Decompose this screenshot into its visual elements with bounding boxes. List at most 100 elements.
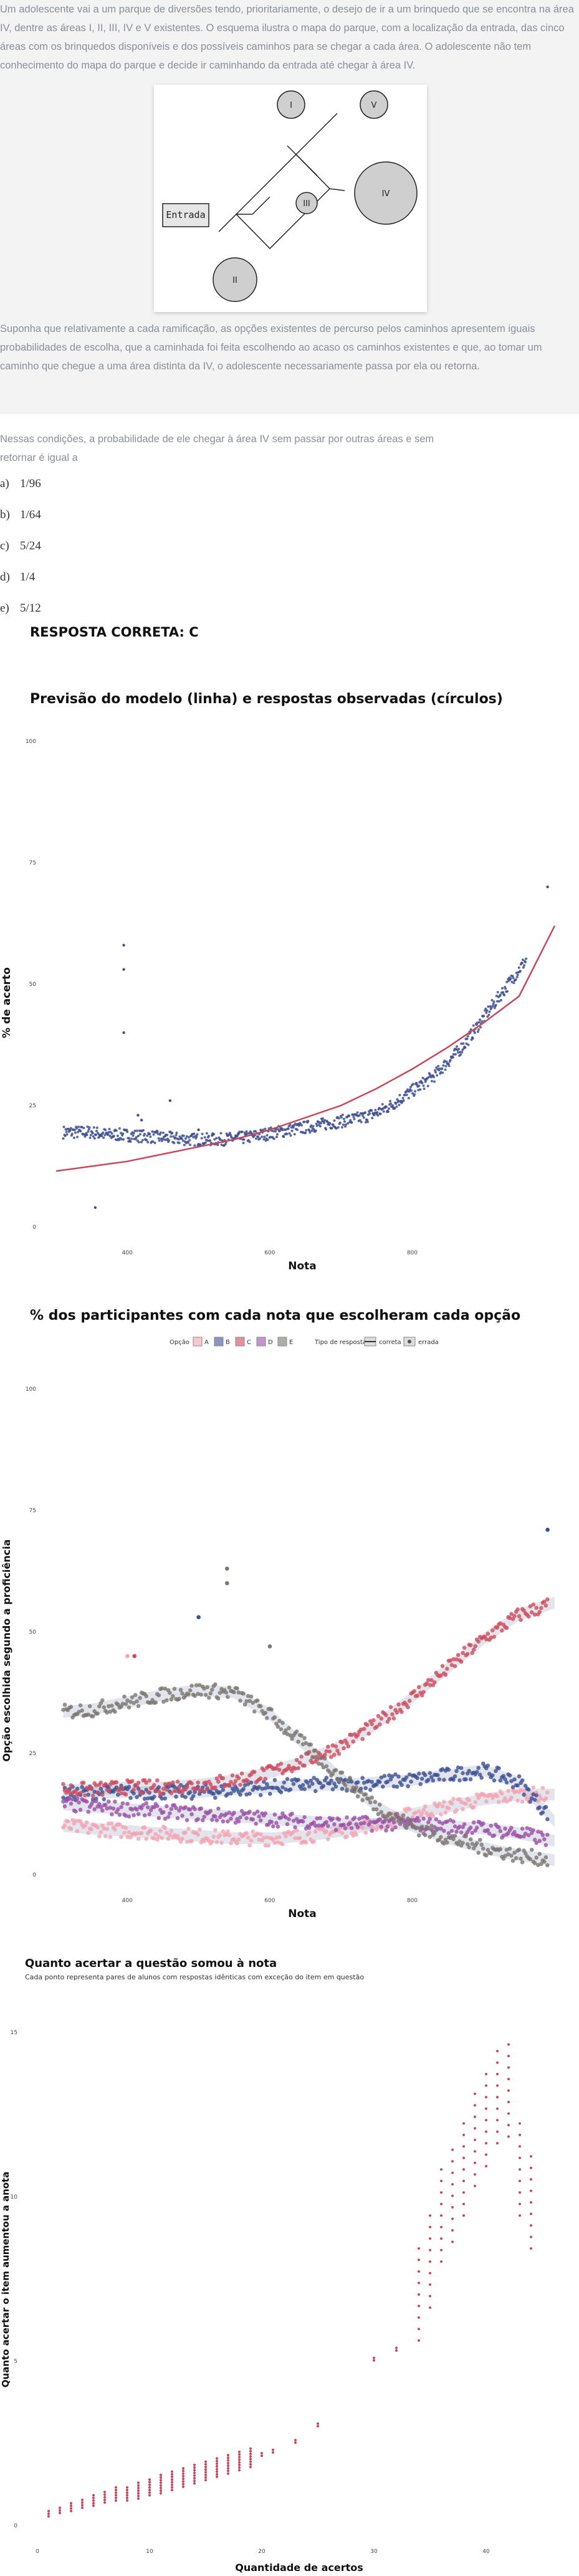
point-option-a bbox=[226, 1829, 230, 1834]
point-option-c bbox=[161, 1786, 166, 1791]
point-option-e bbox=[302, 1736, 307, 1740]
point-option-b bbox=[156, 1785, 161, 1789]
sum-point bbox=[160, 2484, 162, 2487]
observed-point bbox=[476, 1021, 479, 1025]
point-option-d bbox=[92, 1807, 97, 1812]
point-option-c bbox=[415, 1693, 419, 1698]
observed-point bbox=[373, 1114, 376, 1117]
point-option-b bbox=[517, 1774, 522, 1779]
point-option-c bbox=[531, 1602, 535, 1607]
option-a[interactable]: a) 1/96 bbox=[0, 477, 41, 491]
sum-point bbox=[115, 2491, 117, 2494]
point-option-c bbox=[498, 1621, 503, 1626]
sum-point bbox=[519, 2122, 521, 2125]
point-option-b bbox=[522, 1792, 526, 1797]
y-tick-label: 0 bbox=[32, 1224, 36, 1231]
point-option-d bbox=[433, 1825, 437, 1829]
observed-point bbox=[459, 1053, 462, 1056]
observed-point bbox=[120, 1138, 123, 1141]
point-option-d bbox=[426, 1820, 431, 1825]
sum-point bbox=[160, 2492, 162, 2495]
option-c[interactable]: c) 5/24 bbox=[0, 539, 41, 553]
point-option-d bbox=[497, 1825, 501, 1830]
point-option-e bbox=[506, 1852, 510, 1857]
point-option-e bbox=[400, 1819, 404, 1824]
point-option-e bbox=[321, 1765, 326, 1769]
point-option-a bbox=[180, 1837, 184, 1841]
point-option-d bbox=[489, 1824, 494, 1828]
point-option-e bbox=[543, 1855, 548, 1860]
observed-point bbox=[411, 1092, 414, 1095]
observed-point bbox=[512, 982, 515, 985]
option-text: 1/4 bbox=[20, 571, 36, 584]
point-option-d bbox=[62, 1804, 67, 1809]
point-option-c bbox=[371, 1718, 376, 1723]
observed-point bbox=[342, 1117, 345, 1120]
observed-point bbox=[277, 1128, 279, 1131]
point-option-c bbox=[89, 1786, 93, 1791]
point-option-e bbox=[225, 1581, 229, 1586]
point-option-c bbox=[194, 1786, 199, 1791]
point-option-a bbox=[119, 1835, 123, 1839]
observed-point bbox=[193, 1132, 196, 1135]
observed-point bbox=[347, 1122, 350, 1125]
point-option-c bbox=[221, 1776, 226, 1781]
option-d[interactable]: d) 1/4 bbox=[0, 571, 35, 584]
observed-point bbox=[281, 1129, 284, 1132]
point-option-b bbox=[349, 1779, 354, 1784]
observed-point bbox=[135, 1129, 138, 1132]
point-option-e bbox=[69, 1705, 74, 1709]
point-option-d bbox=[302, 1815, 307, 1819]
sum-point bbox=[238, 2466, 241, 2469]
observed-point bbox=[427, 1076, 430, 1079]
observed-point bbox=[454, 1053, 457, 1056]
point-option-b bbox=[534, 1793, 538, 1797]
point-option-e bbox=[267, 1644, 272, 1649]
point-option-e bbox=[177, 1697, 181, 1701]
point-option-e bbox=[519, 1856, 523, 1861]
point-option-a bbox=[376, 1824, 381, 1829]
point-option-b bbox=[249, 1780, 254, 1785]
point-option-b bbox=[305, 1781, 310, 1785]
point-option-a bbox=[509, 1795, 514, 1800]
point-option-b bbox=[490, 1773, 495, 1778]
sum-point bbox=[395, 2346, 398, 2349]
point-option-e bbox=[165, 1698, 169, 1703]
point-option-a bbox=[514, 1789, 519, 1794]
observed-point bbox=[216, 1144, 219, 1147]
observed-point bbox=[503, 993, 506, 997]
observed-point bbox=[374, 1109, 377, 1112]
sum-point bbox=[115, 2496, 117, 2499]
point-option-b bbox=[279, 1790, 284, 1794]
y-tick-label: 50 bbox=[29, 982, 37, 988]
point-option-b bbox=[280, 1785, 285, 1789]
option-b[interactable]: b) 1/64 bbox=[0, 508, 41, 522]
point-option-e bbox=[512, 1850, 517, 1855]
sum-point bbox=[249, 2455, 252, 2458]
x-tick-label: 20 bbox=[258, 2549, 266, 2555]
sum-point bbox=[148, 2481, 151, 2484]
option-e[interactable]: e) 5/12 bbox=[0, 602, 41, 615]
observed-point bbox=[117, 1139, 120, 1142]
point-option-a bbox=[326, 1837, 330, 1842]
point-option-d bbox=[158, 1807, 163, 1812]
observed-point bbox=[310, 1129, 313, 1132]
observed-point bbox=[254, 1130, 257, 1133]
point-option-a bbox=[168, 1833, 172, 1837]
point-option-b bbox=[142, 1797, 147, 1801]
point-option-c bbox=[90, 1793, 95, 1798]
observed-point bbox=[525, 957, 528, 960]
point-option-b bbox=[531, 1792, 535, 1797]
sum-point bbox=[507, 2089, 510, 2092]
point-option-d bbox=[519, 1834, 523, 1839]
observed-point bbox=[189, 1144, 192, 1147]
observed-point bbox=[402, 1099, 405, 1102]
observed-point bbox=[461, 1051, 464, 1054]
point-option-c bbox=[324, 1749, 329, 1753]
sum-point bbox=[137, 2489, 140, 2492]
point-option-c bbox=[294, 1758, 299, 1763]
point-option-c bbox=[233, 1779, 238, 1783]
point-option-e bbox=[378, 1802, 382, 1807]
observed-point bbox=[126, 1130, 129, 1134]
